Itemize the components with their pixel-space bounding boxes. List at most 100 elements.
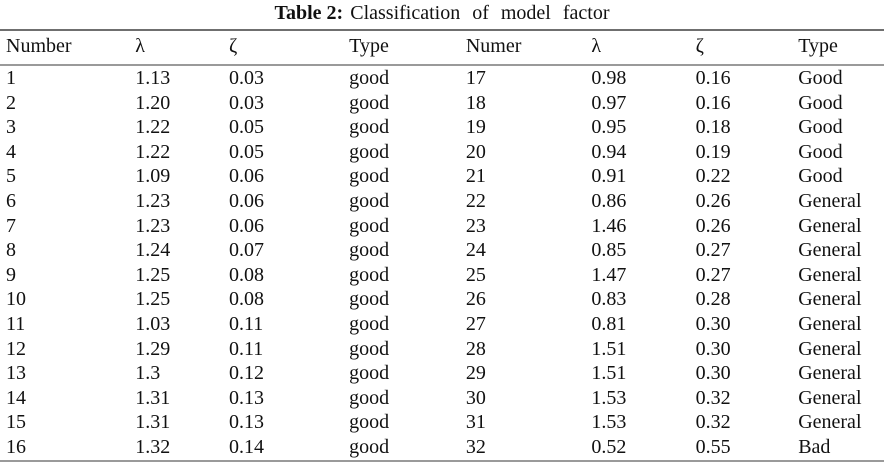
table-cell: General [798,312,862,335]
table-cell: 0.13 [228,386,264,409]
table-cell: 1.25 [135,288,171,311]
table-cell: good [349,239,390,262]
table-cell: 27 [465,312,486,335]
table-cell: 1.32 [135,435,171,458]
table-body: 1 1.13 0.03 good 17 0.98 0.16 Good 2 1.20 0.03 good… [0,65,884,461]
classification-table: Number λ ζ Type Numer λ ζ Type 1 1.13 0.03 good 17 0… [0,29,884,462]
table-cell: 12 [6,337,26,360]
table-cell: 2 [6,91,16,114]
table-cell: 25 [465,263,486,286]
table-cell: good [349,386,390,409]
table-cell: good [349,67,390,89]
table-cell: good [349,312,390,335]
table-cell: 0.30 [695,362,731,385]
column-header: λ [591,35,602,57]
table-cell: 0.11 [228,337,264,360]
table-cell: 0.30 [695,337,731,360]
table-cell: 30 [465,386,486,409]
column-header: λ [135,35,145,57]
table-cell: Good [798,67,843,89]
table-cell: good [349,337,390,360]
table-row: 6 1.23 0.06 good 22 0.86 0.26 General [0,189,884,214]
table-cell: 1.51 [591,362,627,385]
table-cell: 26 [465,288,486,311]
table-cell: 1.53 [591,386,627,409]
table-row: 9 1.25 0.08 good 25 1.47 0.27 General [0,263,884,288]
table-cell: 0.16 [695,67,731,89]
column-header: Type [349,35,389,57]
table-cell: 0.05 [228,140,264,163]
table-cell: 8 [6,239,16,262]
table-cell: 1.53 [591,411,627,434]
column-header: ζ [695,35,704,57]
table-cell: 6 [6,189,16,212]
table-cell: 1.09 [135,165,171,188]
table-row: 16 1.32 0.14 good 32 0.52 0.55 Bad [0,435,884,461]
table-row: 12 1.29 0.11 good 28 1.51 0.30 General [0,337,884,362]
table-cell: General [798,362,862,385]
table-cell: 15 [6,411,26,434]
table-cell: General [798,239,862,262]
table-cell: good [349,263,390,286]
table-cell: 0.19 [695,140,731,163]
table-cell: 1.3 [135,362,161,385]
table-cell: 9 [6,263,16,286]
table-cell: 0.16 [695,91,731,114]
table-cell: 16 [6,435,26,458]
table-cell: 17 [465,67,486,89]
table-row: 2 1.20 0.03 good 18 0.97 0.16 Good [0,91,884,116]
table-cell: 0.95 [591,116,627,139]
table-cell: General [798,263,862,286]
table-cell: Good [798,140,843,163]
table-row: 7 1.23 0.06 good 23 1.46 0.26 General [0,214,884,239]
table-cell: 7 [6,214,16,237]
table-cell: 23 [465,214,486,237]
table-row: 5 1.09 0.06 good 21 0.91 0.22 Good [0,164,884,189]
column-header: Numer [465,35,522,57]
table-cell: good [349,411,390,434]
table-cell: 1.29 [135,337,171,360]
table-row: 15 1.31 0.13 good 31 1.53 0.32 General [0,410,884,435]
table-cell: 1.31 [135,411,171,434]
table-cell: 1.03 [135,312,171,335]
table-cell: 0.13 [228,411,264,434]
column-header: Number [6,35,72,57]
table-cell: 0.08 [228,263,264,286]
column-header: Type [798,35,838,57]
table-cell: 20 [465,140,486,163]
table-row: 4 1.22 0.05 good 20 0.94 0.19 Good [0,140,884,165]
table-cell: 0.05 [228,116,264,139]
table-cell: 14 [6,386,26,409]
table-cell: 0.98 [591,67,627,89]
table-cell: 1.22 [135,140,171,163]
table-cell: good [349,140,390,163]
table-cell: 1.23 [135,214,171,237]
table-cell: 0.08 [228,288,264,311]
table-cell: General [798,386,862,409]
table-cell: 0.85 [591,239,627,262]
table-cell: 5 [6,165,16,188]
table-cell: 0.27 [695,239,731,262]
table-cell: Good [798,116,843,139]
table-cell: 0.22 [695,165,731,188]
table-cell: 1.24 [135,239,171,262]
table-cell: 28 [465,337,486,360]
table-cell: General [798,411,862,434]
table-cell: 0.06 [228,214,264,237]
table-cell: 1.23 [135,189,171,212]
table-cell: 22 [465,189,486,212]
table-cell: 0.14 [228,435,264,458]
table-cell: 0.03 [228,91,264,114]
table-row: 14 1.31 0.13 good 30 1.53 0.32 General [0,386,884,411]
table-row: 10 1.25 0.08 good 26 0.83 0.28 General [0,287,884,312]
table-caption: Table 2: Classification of model factor [0,0,884,29]
table-cell: 1.25 [135,263,171,286]
table-cell: 0.18 [695,116,731,139]
table-cell: good [349,288,390,311]
table-caption-label: Table 2: [274,2,344,24]
table-cell: 0.81 [591,312,627,335]
table-cell: 13 [6,362,26,385]
table-cell: General [798,288,862,311]
table-cell: 32 [465,435,486,458]
table-cell: 0.91 [591,165,627,188]
